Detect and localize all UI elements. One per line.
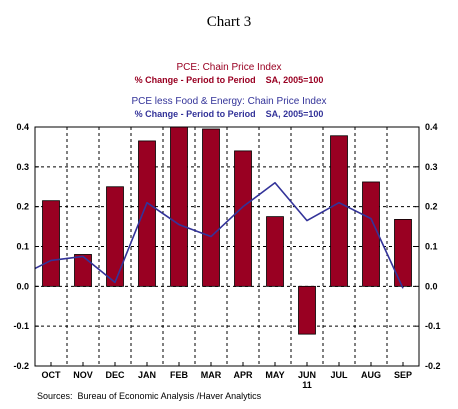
y-tick-label-right: 0.1 bbox=[425, 242, 438, 252]
x-tick-label-apr: APR bbox=[233, 370, 253, 380]
y-tick-label-left: -0.1 bbox=[13, 321, 29, 331]
y-tick-label-right: 0.0 bbox=[425, 281, 438, 291]
bar-may bbox=[266, 216, 284, 287]
core-pce-line bbox=[34, 181, 404, 289]
legend-series-1-title: PCE: Chain Price Index bbox=[176, 62, 281, 73]
y-tick-label-left: 0.2 bbox=[16, 202, 29, 212]
x-tick-label-sep: SEP bbox=[394, 370, 412, 380]
bar-jul bbox=[330, 135, 348, 287]
axis-ticks: 0.4 0.4 0.3 0.3 0.2 0.2 0.1 0.1 0.0 0.0 -0.1 -0.1 -0… bbox=[13, 122, 440, 390]
x-tick-label-nov: NOV bbox=[73, 370, 93, 380]
y-tick-label-right: 0.4 bbox=[425, 122, 438, 132]
source-note: Sources: Bureau of Economic Analysis /Ha… bbox=[37, 391, 262, 401]
bar-mar bbox=[202, 128, 220, 287]
x-tick-label-jan: JAN bbox=[138, 370, 156, 380]
bar-nov bbox=[74, 254, 92, 287]
bar-aug bbox=[362, 181, 380, 287]
bar-jan bbox=[138, 140, 156, 287]
y-tick-label-left: 0.0 bbox=[16, 281, 29, 291]
chart-label: Chart 3 bbox=[207, 14, 252, 30]
x-tick-label-oct: OCT bbox=[42, 370, 62, 380]
x-year-label: 11 bbox=[302, 380, 312, 390]
y-tick-label-left: -0.2 bbox=[13, 361, 29, 371]
legend-series-1-subtitle: % Change - Period to Period SA, 2005=100 bbox=[135, 75, 324, 85]
x-tick-label-feb: FEB bbox=[170, 370, 189, 380]
y-tick-label-right: 0.2 bbox=[425, 202, 438, 212]
x-tick-label-jun: JUN bbox=[298, 370, 316, 380]
x-tick-label-aug: AUG bbox=[361, 370, 381, 380]
y-tick-label-left: 0.3 bbox=[16, 162, 29, 172]
x-tick-label-dec: DEC bbox=[105, 370, 125, 380]
y-tick-label-left: 0.4 bbox=[16, 122, 29, 132]
bar-series bbox=[42, 126, 412, 335]
bar-apr bbox=[234, 150, 252, 287]
gridlines bbox=[35, 127, 419, 366]
bar-dec bbox=[106, 186, 124, 287]
y-tick-label-right: -0.1 bbox=[425, 321, 441, 331]
legend-series-2-subtitle: % Change - Period to Period SA, 2005=100 bbox=[135, 109, 324, 119]
y-tick-label-right: 0.3 bbox=[425, 162, 438, 172]
x-tick-label-mar: MAR bbox=[201, 370, 222, 380]
legend-series-2-title: PCE less Food & Energy: Chain Price Inde… bbox=[131, 96, 326, 107]
bar-oct bbox=[42, 200, 60, 287]
bar-jun bbox=[298, 285, 316, 335]
x-tick-label-jul: JUL bbox=[330, 370, 348, 380]
line-series bbox=[34, 181, 404, 289]
y-tick-label-right: -0.2 bbox=[425, 361, 441, 371]
bar-sep bbox=[394, 219, 412, 287]
y-tick-label-left: 0.1 bbox=[16, 242, 29, 252]
bar-feb bbox=[170, 126, 188, 287]
x-tick-label-may: MAY bbox=[265, 370, 284, 380]
